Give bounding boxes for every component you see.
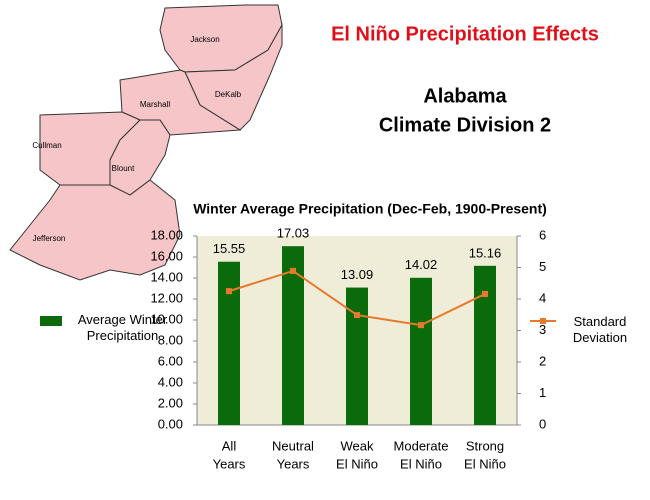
y2-tick-label: 6	[539, 227, 546, 242]
x-tick-label: All	[222, 438, 237, 453]
y-tick-label: 12.00	[150, 290, 183, 305]
y-tick-label: 0.00	[158, 416, 183, 431]
x-tick-label: El Niño	[464, 456, 506, 471]
legend-label: Standard Deviation	[572, 314, 628, 345]
chart-title: Winter Average Precipitation (Dec-Feb, 1…	[193, 201, 547, 217]
y2-tick-label: 5	[539, 259, 546, 274]
y-tick-label: 18.00	[150, 227, 183, 242]
x-tick-label: Moderate	[394, 438, 449, 453]
marker	[226, 288, 232, 295]
data-label: 17.03	[277, 226, 310, 241]
data-label: 13.09	[341, 267, 374, 282]
y-tick-label: 14.00	[150, 269, 183, 284]
x-tick-label: Strong	[466, 438, 504, 453]
bar	[218, 261, 240, 425]
y-tick-label: 2.00	[158, 395, 183, 410]
x-tick-label: Neutral	[272, 438, 314, 453]
data-label: 15.55	[213, 241, 246, 256]
y-tick-label: 16.00	[150, 248, 183, 263]
legend-swatch	[540, 318, 546, 324]
y-tick-label: 6.00	[158, 353, 183, 368]
x-tick-label: Weak	[341, 438, 374, 453]
y2-tick-label: 0	[539, 416, 546, 431]
county-label: Jefferson	[33, 234, 66, 243]
county-label: Marshall	[140, 100, 170, 109]
x-tick-label: Years	[213, 456, 246, 471]
data-label: 15.16	[469, 245, 502, 260]
y-tick-label: 4.00	[158, 374, 183, 389]
bar	[346, 287, 368, 425]
bar	[474, 265, 496, 425]
legend-swatch	[40, 316, 62, 326]
bar	[282, 246, 304, 425]
y2-tick-label: 1	[539, 385, 546, 400]
county-label: Blount	[112, 164, 135, 173]
map: Jackson DeKalb Marshall Cullman Blount J…	[9, 4, 283, 281]
marker	[354, 312, 360, 319]
y2-tick-label: 3	[539, 322, 546, 337]
y-tick-label: 10.00	[150, 311, 183, 326]
county	[184, 23, 283, 131]
subtitle: Alabama	[423, 85, 507, 107]
x-tick-label: Years	[277, 456, 310, 471]
y2-tick-label: 2	[539, 353, 546, 368]
page-title: El Niño Precipitation Effects	[331, 23, 599, 45]
county-label: DeKalb	[215, 90, 242, 99]
subtitle: Climate Division 2	[379, 114, 551, 136]
marker	[290, 267, 296, 274]
x-tick-label: El Niño	[336, 456, 378, 471]
legend-label: Average Winter Precipitation	[77, 312, 168, 343]
data-label: 14.02	[405, 257, 438, 272]
marker	[418, 322, 424, 329]
county-label: Cullman	[32, 141, 61, 150]
y-tick-label: 8.00	[158, 332, 183, 347]
y2-tick-label: 4	[539, 290, 546, 305]
bar	[410, 277, 432, 425]
x-tick-label: El Niño	[400, 456, 442, 471]
marker	[482, 290, 488, 297]
county	[9, 179, 181, 281]
county-label: Jackson	[190, 35, 219, 44]
